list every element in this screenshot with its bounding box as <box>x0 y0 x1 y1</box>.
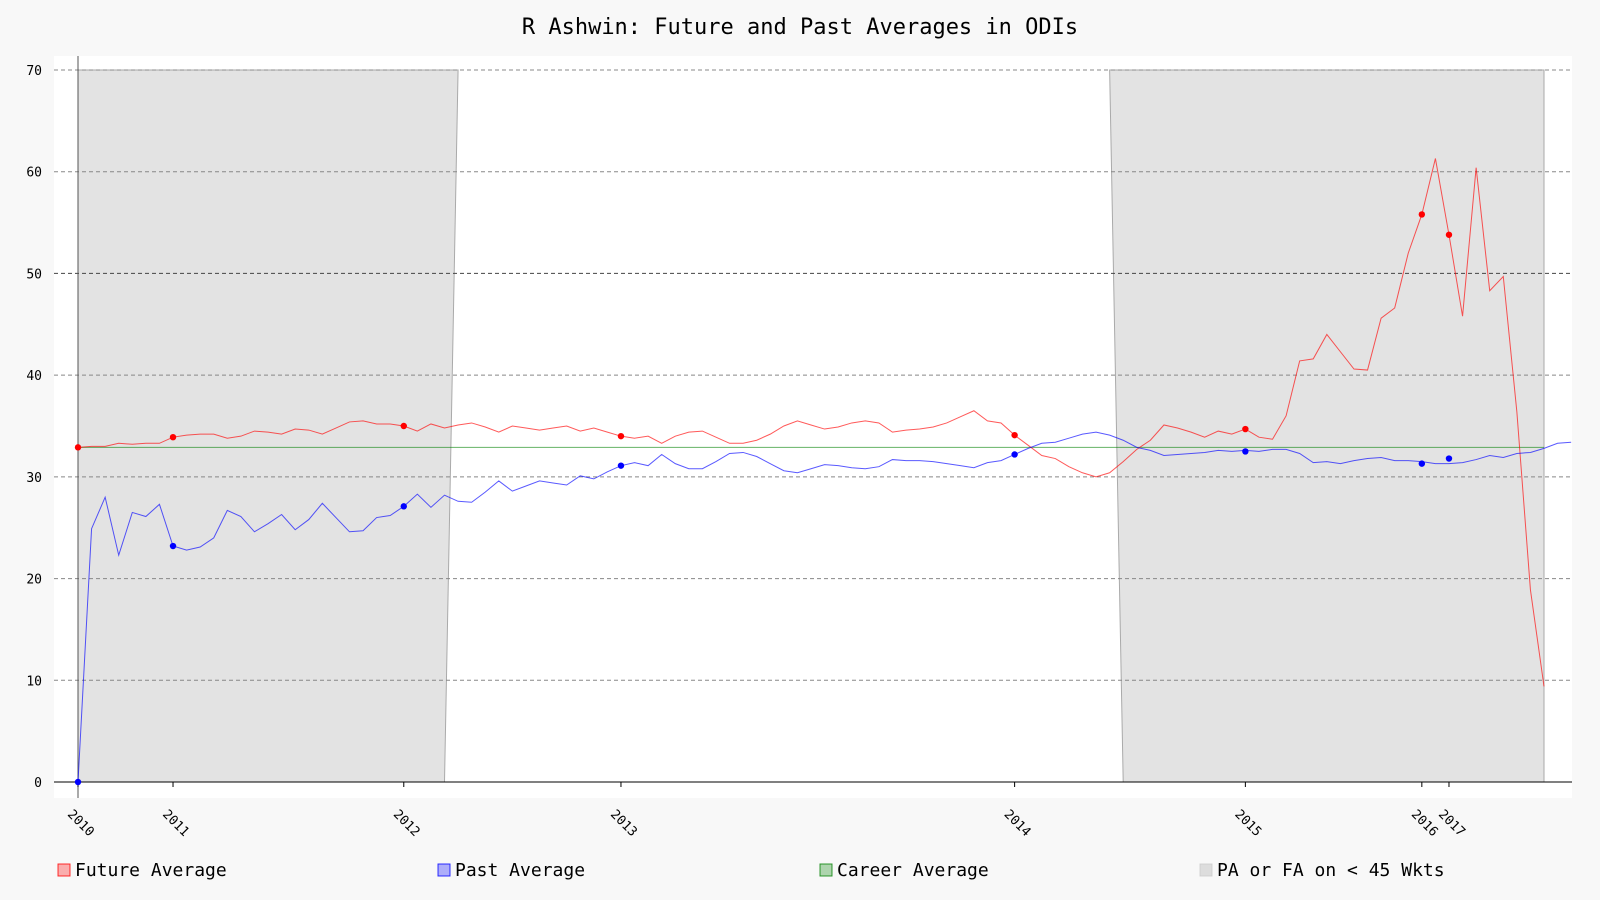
data-point <box>169 433 177 441</box>
y-tick-label: 60 <box>26 166 42 181</box>
data-point <box>617 462 625 469</box>
data-point <box>74 778 82 786</box>
y-tick-label: 50 <box>26 267 42 282</box>
y-tick-label: 0 <box>34 776 42 791</box>
data-point <box>1011 431 1018 439</box>
data-point <box>1418 460 1426 467</box>
data-point <box>74 444 82 451</box>
y-tick-label: 10 <box>26 674 42 689</box>
data-point <box>1242 448 1249 455</box>
legend-swatch <box>1199 863 1213 877</box>
x-tick-label: 2013 <box>607 807 640 840</box>
y-tick-label: 30 <box>26 471 42 486</box>
y-tick-label: 20 <box>26 573 42 588</box>
chart-title: R Ashwin: Future and Past Averages in OD… <box>522 15 1078 40</box>
x-tick-label: 2014 <box>1001 807 1034 840</box>
data-point <box>400 503 407 510</box>
past-average-line <box>77 431 1572 783</box>
data-point <box>1011 451 1018 458</box>
data-point <box>169 542 177 550</box>
legend-swatch <box>819 863 833 877</box>
x-tick-label: 2012 <box>390 807 423 840</box>
y-tick-label: 70 <box>26 64 42 79</box>
data-point <box>1242 425 1249 433</box>
data-point <box>1445 231 1453 238</box>
data-point <box>400 422 407 430</box>
legend-label: PA or FA on < 45 Wkts <box>1217 860 1445 881</box>
x-tick-label: 2011 <box>159 807 192 840</box>
x-tick-label: 2015 <box>1231 807 1264 840</box>
data-point <box>617 432 625 440</box>
legend-label: Future Average <box>75 860 227 881</box>
data-point <box>1445 455 1453 462</box>
x-tick-label: 2017 <box>1435 807 1468 840</box>
future-average-line <box>77 158 1545 687</box>
y-tick-label: 40 <box>26 369 42 384</box>
legend-swatch <box>57 863 71 877</box>
data-point <box>1418 211 1426 218</box>
legend-label: Past Average <box>455 860 585 881</box>
legend-swatch <box>437 863 451 877</box>
x-tick-label: 2010 <box>64 807 97 840</box>
legend-label: Career Average <box>837 860 989 881</box>
x-tick-label: 2016 <box>1408 807 1441 840</box>
